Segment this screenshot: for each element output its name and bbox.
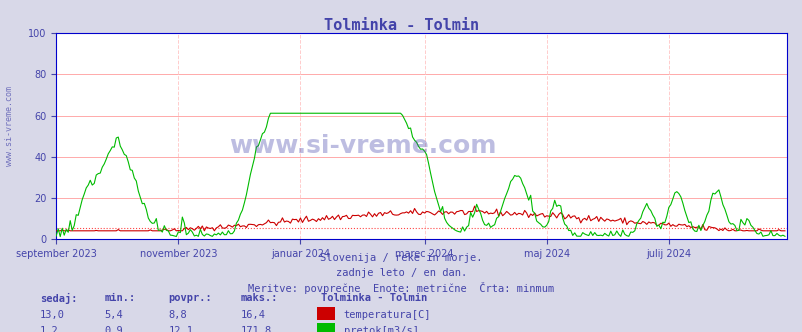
Text: zadnje leto / en dan.: zadnje leto / en dan. [335, 268, 467, 278]
Text: temperatura[C]: temperatura[C] [343, 309, 431, 320]
Text: 8,8: 8,8 [168, 309, 187, 320]
Text: 1,2: 1,2 [40, 326, 59, 332]
Text: 171,8: 171,8 [241, 326, 272, 332]
Text: povpr.:: povpr.: [168, 293, 212, 303]
Text: 13,0: 13,0 [40, 309, 65, 320]
Text: Meritve: povprečne  Enote: metrične  Črta: minmum: Meritve: povprečne Enote: metrične Črta:… [248, 282, 554, 294]
Text: 5,4: 5,4 [104, 309, 123, 320]
Text: pretok[m3/s]: pretok[m3/s] [343, 326, 418, 332]
Text: 0,9: 0,9 [104, 326, 123, 332]
Text: Tolminka - Tolmin: Tolminka - Tolmin [321, 293, 427, 303]
Text: maks.:: maks.: [241, 293, 278, 303]
Bar [317, 307, 334, 320]
Text: sedaj:: sedaj: [40, 293, 78, 304]
Bar [317, 322, 334, 332]
Text: 16,4: 16,4 [241, 309, 265, 320]
Text: min.:: min.: [104, 293, 136, 303]
Text: 12,1: 12,1 [168, 326, 193, 332]
Text: Slovenija / reke in morje.: Slovenija / reke in morje. [320, 253, 482, 263]
Text: www.si-vreme.com: www.si-vreme.com [5, 86, 14, 166]
Text: Tolminka - Tolmin: Tolminka - Tolmin [323, 18, 479, 33]
Text: www.si-vreme.com: www.si-vreme.com [229, 134, 496, 158]
